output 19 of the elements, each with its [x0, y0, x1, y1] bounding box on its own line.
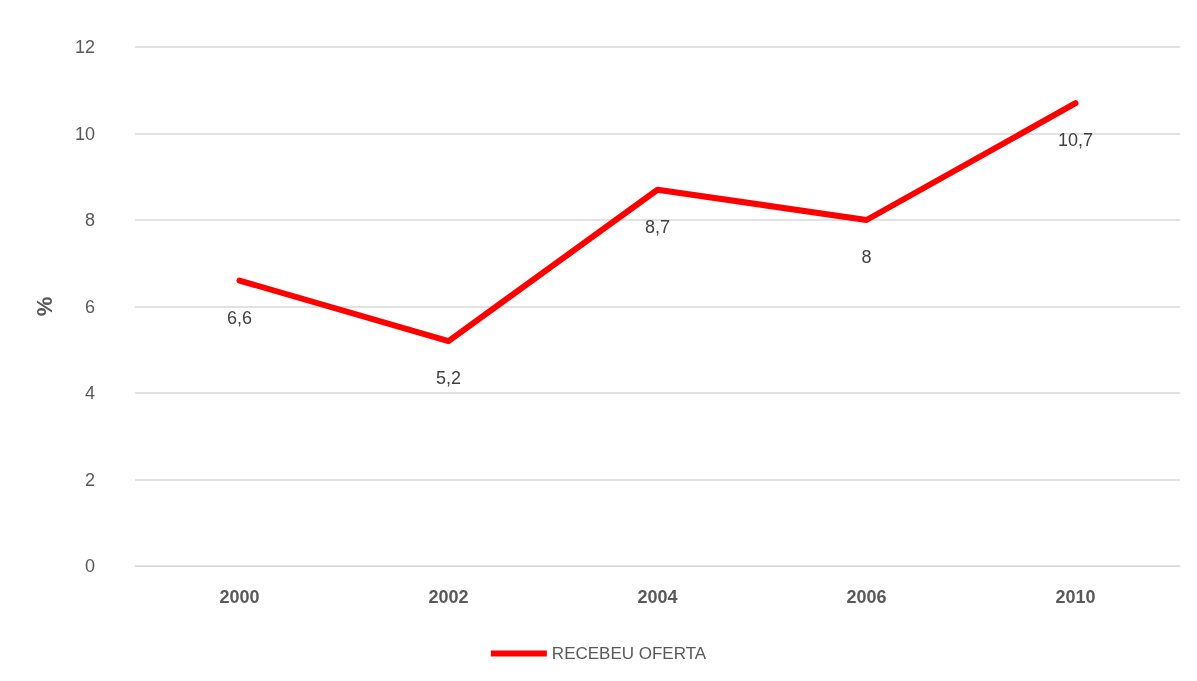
x-tick-label: 2000 [219, 587, 260, 607]
data-label: 6,6 [226, 307, 253, 328]
y-tick-label: 4 [84, 383, 95, 403]
y-tick-label: 10 [74, 123, 95, 144]
x-tick-label: 2006 [846, 587, 887, 607]
x-tick-label: 2002 [428, 587, 469, 607]
y-tick-label: 2 [84, 469, 95, 490]
data-label: 10,7 [1057, 130, 1094, 151]
y-tick-label: 6 [84, 296, 95, 317]
y-tick-label: 0 [84, 556, 95, 576]
legend-label: RECEBEU OFERTA [551, 644, 707, 663]
x-tick-label: 2004 [637, 587, 678, 607]
y-tick-label: 8 [84, 210, 95, 230]
x-tick-label: 2010 [1055, 587, 1096, 607]
y-tick-label: 12 [74, 37, 95, 57]
data-label: 5,2 [435, 368, 462, 389]
data-label: 8 [861, 247, 872, 267]
data-label: 8,7 [644, 216, 671, 237]
y-axis-title: % [31, 296, 57, 317]
